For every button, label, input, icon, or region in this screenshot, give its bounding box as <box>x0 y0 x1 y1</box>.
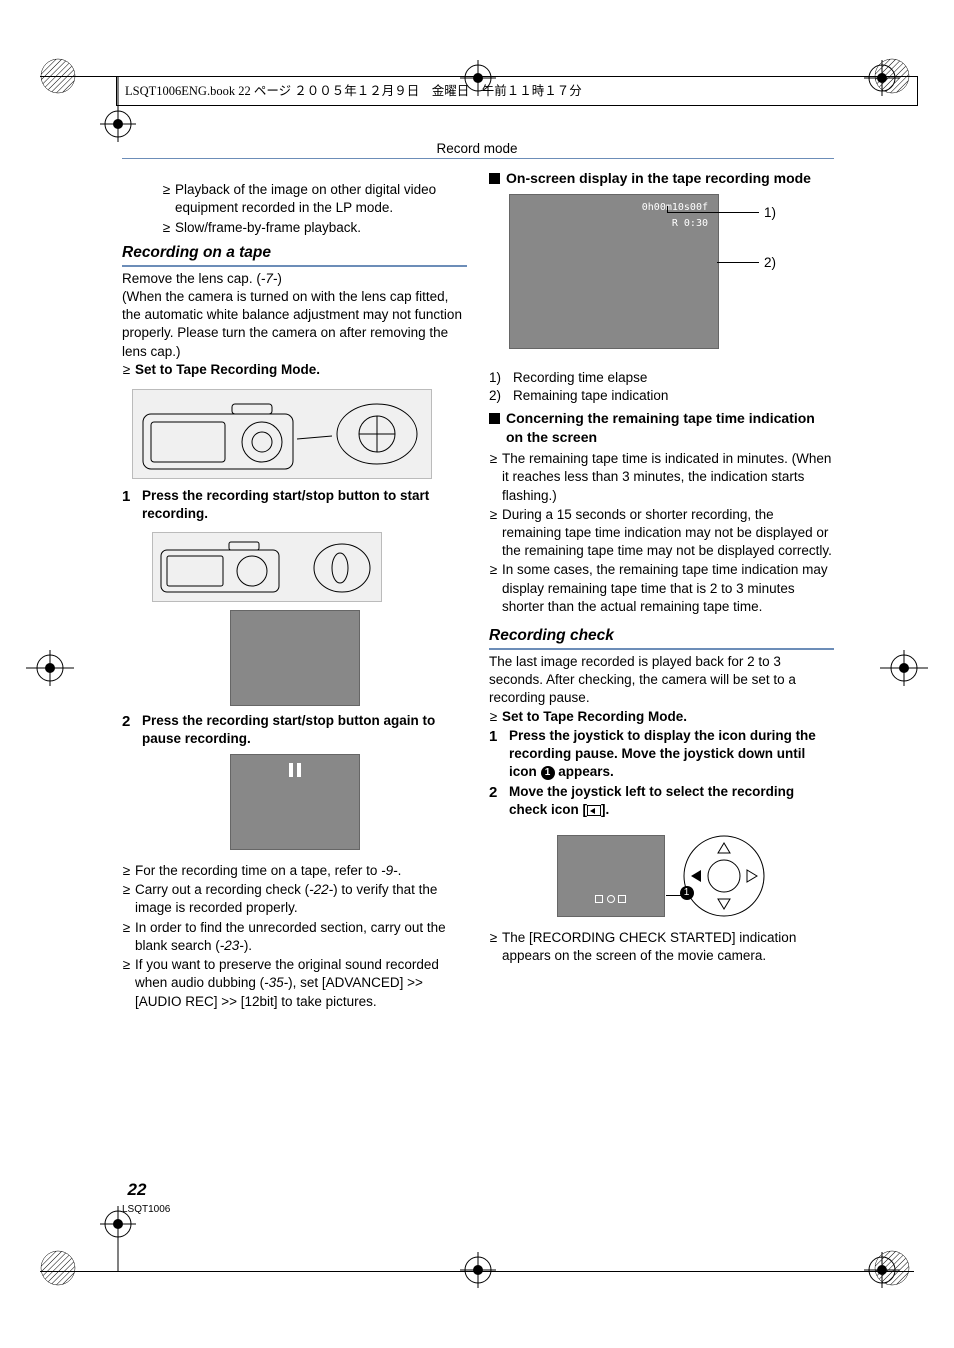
section-heading: Recording on a tape <box>122 243 467 264</box>
osd-screen-image: 0h00m10s00f R 0:30 <box>509 194 719 349</box>
camcorder-illustration <box>132 389 432 479</box>
paragraph: (When the camera is turned on with the l… <box>122 288 467 361</box>
section-heading: Recording check <box>489 626 834 647</box>
bullet-dot: ≥ <box>489 929 498 965</box>
screen-preview-image-paused <box>230 754 360 850</box>
legend-num: 1) <box>489 369 501 387</box>
callout-line <box>717 262 759 263</box>
footer: 22 LSQT1006 <box>122 1179 170 1216</box>
bullet-text: Carry out a recording check (-22-) to ve… <box>135 881 467 917</box>
bullet-dot: ≥ <box>122 862 131 880</box>
bullet-text: For the recording time on a tape, refer … <box>135 862 467 880</box>
step-text: Press the joystick to display the icon d… <box>509 727 834 782</box>
left-column: Record mode ≥Playback of the image on ot… <box>122 133 467 1012</box>
section-header-centered: Record mode <box>0 140 954 158</box>
bullet-text: Set to Tape Recording Mode. <box>135 361 467 379</box>
section-header-rule <box>122 158 834 159</box>
circled-one-icon: 1 <box>541 766 555 780</box>
subheading: On-screen display in the tape recording … <box>506 169 811 188</box>
bullet-dot: ≥ <box>162 219 171 237</box>
bullet-dot: ≥ <box>489 561 498 616</box>
bullet-text: Slow/frame-by-frame playback. <box>175 219 467 237</box>
crosshair-mark <box>460 1252 496 1288</box>
doc-code: LSQT1006 <box>122 1203 170 1217</box>
paragraph: Remove the lens cap. (-7-) <box>122 270 467 288</box>
crosshair-mark <box>880 650 928 686</box>
step-number: 2 <box>122 712 138 748</box>
step-number: 1 <box>489 727 505 782</box>
circled-one-icon: 1 <box>680 886 694 900</box>
bullet-dot: ≥ <box>122 881 131 917</box>
screen-preview-image <box>230 610 360 706</box>
callout-label: 1) <box>764 204 776 222</box>
page-number: 22 <box>122 1179 152 1202</box>
bullet-text: The [RECORDING CHECK STARTED] indication… <box>502 929 834 965</box>
bullet-text: In order to find the unrecorded section,… <box>135 919 467 955</box>
recording-check-screen: 1 <box>557 835 665 917</box>
right-column: On-screen display in the tape recording … <box>489 133 834 1012</box>
reg-mark-bl <box>40 1250 80 1290</box>
bullet-dot: ≥ <box>122 361 131 379</box>
legend-text: Remaining tape indication <box>513 387 668 405</box>
black-square-icon <box>489 413 500 424</box>
black-square-icon <box>489 173 500 184</box>
recording-check-icon <box>587 805 601 816</box>
subheading: Concerning the remaining tape time indic… <box>506 409 834 447</box>
reg-mark-tl <box>40 58 80 98</box>
bullet-dot: ≥ <box>489 708 498 726</box>
bottom-rule <box>40 1271 914 1272</box>
bullet-dot: ≥ <box>122 919 131 955</box>
bullet-dot: ≥ <box>162 181 171 217</box>
callout-line <box>667 212 759 213</box>
crosshair-mark <box>864 1252 900 1288</box>
bullet-text: If you want to preserve the original sou… <box>135 956 467 1011</box>
bullet-dot: ≥ <box>122 956 131 1011</box>
legend-num: 2) <box>489 387 501 405</box>
bullet-text: Set to Tape Recording Mode. <box>502 708 834 726</box>
step-text: Press the recording start/stop button ag… <box>142 712 467 748</box>
header-text: LSQT1006ENG.book 22 ページ ２００５年１２月９日 金曜日 午… <box>125 83 582 100</box>
bullet-text: Playback of the image on other digital v… <box>175 181 467 217</box>
osd-remain: R 0:30 <box>672 217 708 231</box>
bullet-text: In some cases, the remaining tape time i… <box>502 561 834 616</box>
section-rule <box>122 265 467 267</box>
callout-label: 2) <box>764 254 776 272</box>
step-text: Press the recording start/stop button to… <box>142 487 467 523</box>
step-text: Move the joystick left to select the rec… <box>509 783 834 819</box>
crosshair-mark <box>26 650 74 686</box>
paragraph: The last image recorded is played back f… <box>489 653 834 708</box>
section-rule <box>489 648 834 650</box>
bullet-text: During a 15 seconds or shorter recording… <box>502 506 834 561</box>
bullet-dot: ≥ <box>489 506 498 561</box>
camcorder-illustration-small <box>152 532 382 602</box>
header-bar: LSQT1006ENG.book 22 ページ ２００５年１２月９日 金曜日 午… <box>116 76 918 106</box>
bullet-text: The remaining tape time is indicated in … <box>502 450 834 505</box>
joystick-diagram <box>681 833 767 919</box>
bullet-dot: ≥ <box>489 450 498 505</box>
legend-text: Recording time elapse <box>513 369 647 387</box>
step-number: 1 <box>122 487 138 523</box>
step-number: 2 <box>489 783 505 819</box>
